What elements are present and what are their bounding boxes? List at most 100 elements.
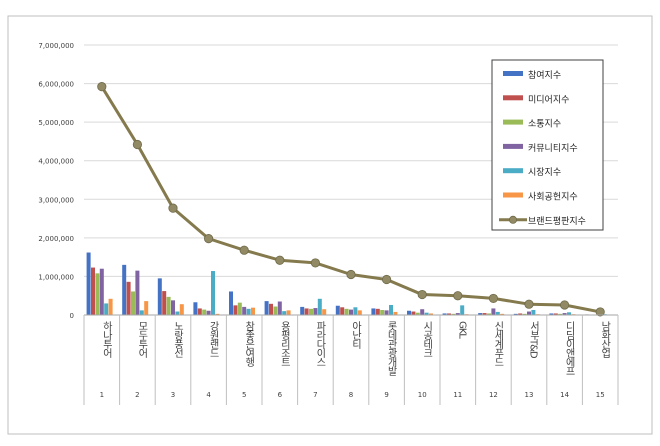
category-index: 5 — [242, 391, 246, 399]
legend-swatch — [503, 168, 523, 173]
bar — [251, 308, 255, 315]
line-point — [525, 300, 533, 308]
legend-swatch — [503, 95, 523, 100]
line-point — [204, 234, 212, 242]
bar — [167, 297, 171, 315]
bar — [131, 291, 135, 315]
bar — [247, 309, 251, 315]
line-point — [489, 294, 497, 302]
bar — [318, 299, 322, 315]
bar — [305, 308, 309, 315]
bar — [527, 312, 531, 315]
line-point — [169, 204, 177, 212]
bar — [229, 291, 233, 315]
bar — [531, 310, 535, 315]
bar — [491, 308, 495, 315]
bar — [389, 305, 393, 315]
bar — [385, 310, 389, 315]
legend-label: 브랜드평판지수 — [528, 216, 586, 227]
category-index: 13 — [525, 391, 534, 399]
category-label: 남화산업 — [599, 321, 611, 358]
line-point — [311, 259, 319, 267]
category-label: 시공테크 — [421, 321, 433, 357]
bar — [198, 308, 202, 315]
category-index: 10 — [418, 391, 427, 399]
bar — [91, 268, 95, 315]
bar — [407, 311, 411, 315]
category-label: GKL — [456, 321, 467, 339]
category-index: 11 — [453, 391, 462, 399]
bar — [180, 304, 184, 315]
bar — [309, 309, 313, 315]
category-label: 모두투어 — [136, 321, 148, 359]
category-index: 8 — [349, 391, 353, 399]
category-index: 3 — [171, 391, 175, 399]
legend-line-marker — [509, 216, 516, 223]
line-point — [560, 301, 568, 309]
line-point — [276, 256, 284, 264]
bar — [269, 304, 273, 315]
bar — [175, 312, 179, 315]
y-tick-label: 1,000,000 — [38, 273, 74, 281]
line-point — [133, 140, 141, 148]
bar — [109, 299, 113, 315]
legend-swatch — [503, 193, 523, 198]
category-label: 디딤이앤에프 — [563, 321, 575, 375]
line-point — [347, 270, 355, 278]
category-index: 12 — [489, 391, 498, 399]
category-index: 7 — [313, 391, 317, 399]
bar — [340, 307, 344, 315]
line-point — [240, 246, 248, 254]
category-index: 9 — [384, 391, 388, 399]
bar — [353, 307, 357, 315]
bar — [371, 308, 375, 315]
legend-label: 소통지수 — [528, 119, 561, 130]
bar — [135, 271, 139, 315]
bar — [242, 307, 246, 315]
legend-label: 사회공헌지수 — [528, 192, 578, 203]
bar — [162, 291, 166, 315]
category-label: 아난티 — [350, 321, 362, 350]
category-index: 4 — [206, 391, 211, 399]
bar — [411, 312, 415, 315]
bar — [238, 303, 242, 315]
category-label: 강원랜드 — [207, 321, 219, 357]
bar — [122, 265, 126, 315]
y-tick-label: 6,000,000 — [38, 81, 74, 89]
legend-label: 커뮤니티지수 — [528, 143, 578, 154]
bar — [158, 278, 162, 315]
category-index: 15 — [596, 391, 605, 399]
bar — [358, 310, 362, 315]
bar — [278, 302, 282, 316]
bar — [460, 305, 464, 315]
y-tick-label: 7,000,000 — [38, 42, 74, 50]
category-label: 롯데관광개발 — [385, 321, 397, 376]
bar — [322, 309, 326, 315]
legend-label: 시장지수 — [528, 167, 561, 178]
bar — [265, 301, 269, 315]
bar — [202, 310, 206, 315]
bar — [273, 307, 277, 315]
legend-swatch — [503, 120, 523, 125]
bar — [376, 309, 380, 315]
bar — [300, 307, 304, 315]
legend-label: 미디어지수 — [528, 94, 569, 105]
bar — [207, 311, 211, 315]
bar — [211, 271, 215, 315]
bar — [193, 302, 197, 315]
legend-swatch — [503, 71, 523, 76]
bar — [282, 311, 286, 315]
category-label: 하나투어 — [100, 320, 112, 359]
category-index: 14 — [560, 391, 569, 399]
y-tick-label: 5,000,000 — [38, 119, 74, 127]
category-index: 6 — [278, 391, 283, 399]
y-tick-label: 3,000,000 — [38, 196, 74, 204]
bar — [104, 303, 108, 315]
category-label: 신세계푸드 — [492, 321, 504, 366]
category-label: 파라다이스 — [314, 321, 326, 366]
category-label: 서부T&D — [528, 321, 540, 359]
bar — [287, 310, 291, 315]
legend-swatch — [503, 144, 523, 149]
